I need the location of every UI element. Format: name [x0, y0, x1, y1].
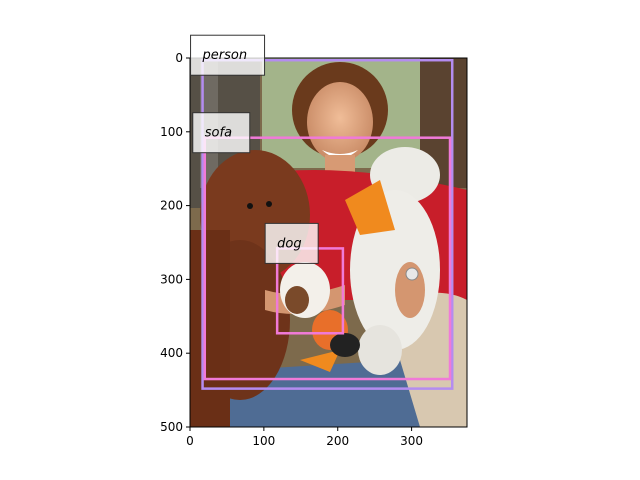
x-tick-label: 300 — [400, 434, 423, 448]
sofa-label-bg — [192, 112, 251, 154]
y-tick-label: 300 — [160, 272, 183, 286]
x-tick-label: 100 — [252, 434, 275, 448]
person-box — [201, 58, 454, 390]
x-tick-label: 200 — [326, 434, 349, 448]
axes-frame — [189, 57, 468, 428]
x-axis: 0 100 200 300 — [186, 427, 423, 448]
box-labels: person sofa dog — [190, 34, 319, 264]
y-axis: 0 100 200 300 400 500 — [160, 51, 190, 434]
sofa-label: sofa — [192, 112, 251, 154]
y-tick-label: 200 — [160, 199, 183, 213]
person-label-text: person — [202, 48, 248, 63]
sofa-label-text: sofa — [205, 126, 232, 141]
person-label-bg — [190, 34, 266, 76]
dog-label: dog — [264, 222, 319, 264]
y-tick-label: 0 — [175, 51, 183, 65]
photo — [190, 58, 467, 427]
sofa-box — [203, 136, 452, 381]
person-label: person — [190, 34, 266, 76]
x-tick-label: 0 — [186, 434, 194, 448]
y-tick-label: 500 — [160, 420, 183, 434]
dog-label-bg — [264, 222, 319, 264]
y-tick-label: 400 — [160, 346, 183, 360]
y-tick-label: 100 — [160, 125, 183, 139]
dog-label-text: dog — [277, 236, 301, 251]
